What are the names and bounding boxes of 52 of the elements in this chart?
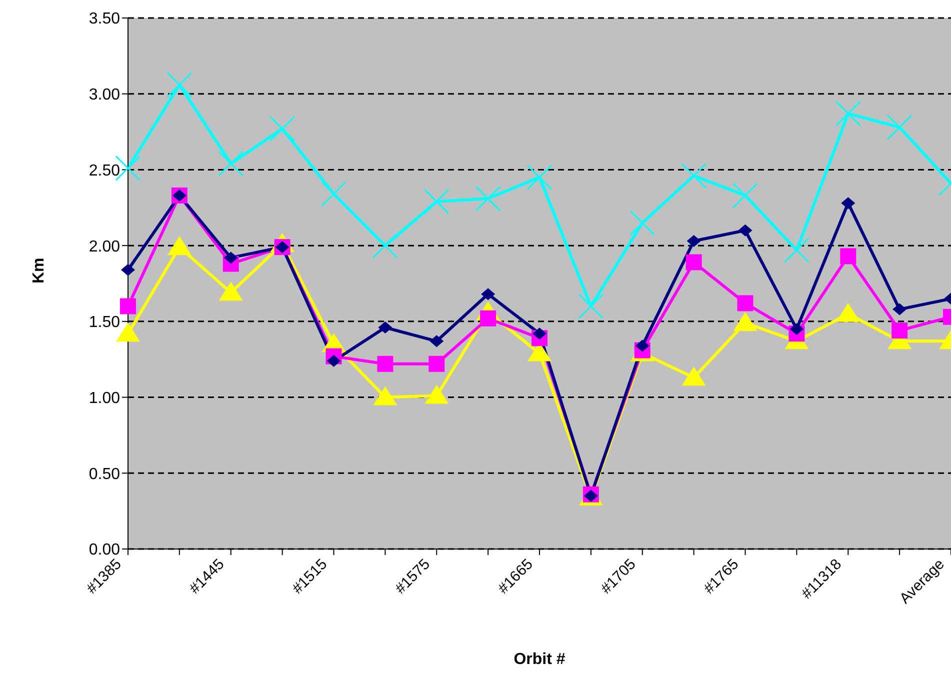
y-tick-label: 3.00 — [88, 86, 120, 104]
point — [372, 232, 398, 258]
point — [733, 312, 758, 331]
point — [784, 237, 810, 263]
point — [790, 323, 804, 336]
y-tick-label: 0.50 — [88, 466, 120, 483]
point — [578, 294, 604, 320]
point — [840, 248, 856, 264]
point — [635, 340, 650, 352]
point — [121, 264, 135, 276]
point — [532, 328, 546, 340]
y-tick-label: 1.50 — [88, 314, 120, 332]
point — [424, 384, 449, 404]
point — [218, 150, 244, 176]
point — [224, 252, 238, 264]
point — [167, 236, 192, 256]
y-tick-label: 0.00 — [88, 542, 120, 559]
point — [732, 182, 758, 208]
point — [686, 235, 701, 248]
point — [886, 114, 912, 140]
point — [218, 282, 243, 301]
point — [630, 210, 656, 236]
y-tick-label: 2.50 — [88, 162, 120, 180]
point — [430, 335, 444, 348]
y-axis-title: Km — [30, 258, 48, 284]
point — [378, 321, 392, 334]
point — [166, 72, 192, 98]
point — [424, 188, 450, 214]
y-tick-label: 3.50 — [88, 10, 120, 28]
point — [841, 197, 856, 210]
point — [428, 356, 445, 372]
point — [738, 224, 752, 236]
point — [737, 295, 754, 312]
point — [526, 164, 552, 190]
y-tick-label: 2.00 — [88, 238, 120, 256]
point — [686, 254, 702, 270]
point — [270, 116, 296, 142]
point — [835, 100, 861, 126]
point — [682, 366, 706, 386]
point — [892, 303, 907, 316]
point — [836, 302, 860, 322]
point — [120, 298, 136, 314]
y-tick-label: 1.00 — [88, 390, 120, 407]
point — [326, 354, 341, 367]
point — [377, 356, 394, 372]
point — [321, 181, 346, 207]
point — [373, 386, 398, 406]
point — [481, 288, 496, 300]
point — [475, 186, 501, 212]
point — [681, 163, 707, 189]
point — [892, 322, 908, 339]
x-axis-title: Orbit # — [514, 651, 566, 668]
